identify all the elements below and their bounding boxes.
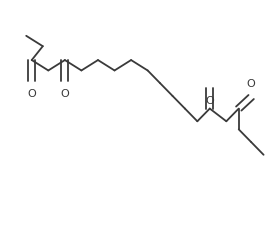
Text: O: O — [60, 89, 69, 99]
Text: O: O — [205, 96, 214, 106]
Text: O: O — [247, 79, 256, 89]
Text: O: O — [27, 89, 36, 99]
